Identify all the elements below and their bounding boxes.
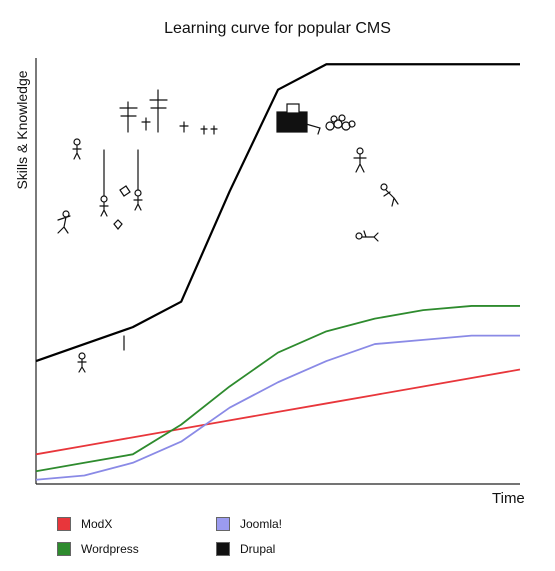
series-line-drupal (35, 63, 520, 363)
x-axis-label: Time (492, 490, 525, 507)
series-line-joomla- (35, 334, 520, 481)
series-line-wordpress (35, 305, 520, 473)
chart-title: Learning curve for popular CMS (164, 20, 391, 37)
series-layer (35, 63, 521, 481)
drupal-cliff-doodles (57, 89, 399, 373)
series-line-modx (35, 368, 521, 456)
